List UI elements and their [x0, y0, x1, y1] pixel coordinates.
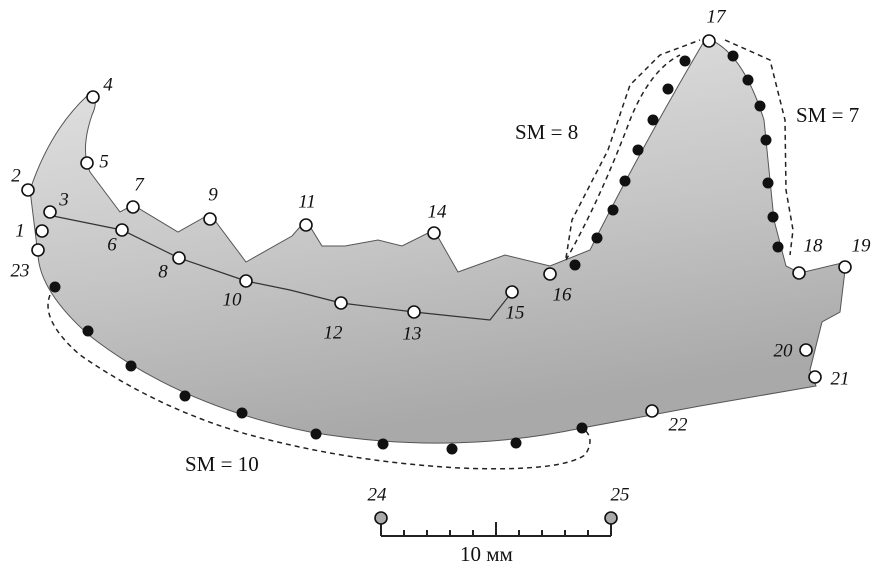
landmark	[703, 35, 715, 47]
sm-label: SM = 8	[515, 120, 578, 144]
semilandmark	[773, 242, 784, 253]
landmark-label: 25	[611, 484, 630, 505]
landmark	[800, 344, 812, 356]
scale-end-point	[605, 512, 617, 524]
landmark-label: 23	[11, 260, 30, 281]
scale-bar	[381, 522, 611, 536]
landmark-label: 10	[223, 289, 243, 310]
landmark	[335, 297, 347, 309]
landmark-label: 19	[852, 235, 872, 256]
semilandmark	[743, 75, 754, 86]
sm-label: SM = 7	[796, 103, 859, 127]
landmark-label: 4	[103, 74, 113, 95]
semilandmark	[378, 439, 389, 450]
semilandmark	[83, 326, 94, 337]
semilandmark	[608, 205, 619, 216]
landmark	[839, 261, 851, 273]
landmark-label: 24	[368, 484, 388, 505]
mandible	[30, 38, 846, 443]
semilandmark	[755, 101, 766, 112]
semilandmark	[237, 408, 248, 419]
landmark	[809, 371, 821, 383]
landmark	[646, 405, 658, 417]
semilandmark	[768, 212, 779, 223]
landmark	[506, 286, 518, 298]
semilandmark	[180, 391, 191, 402]
semilandmark	[126, 361, 137, 372]
landmark	[81, 157, 93, 169]
scale-end-point	[375, 512, 387, 524]
semilandmark	[633, 145, 644, 156]
landmark	[44, 206, 56, 218]
landmark-label: 15	[506, 302, 525, 323]
landmark-label: 18	[804, 235, 824, 256]
landmark-label: 5	[99, 151, 109, 172]
semilandmark	[648, 115, 659, 126]
semilandmark	[728, 51, 739, 62]
semilandmark	[592, 233, 603, 244]
semilandmark	[50, 282, 61, 293]
landmark	[32, 244, 44, 256]
semilandmark	[577, 423, 588, 434]
landmark	[36, 225, 48, 237]
landmark	[87, 91, 99, 103]
semilandmark	[447, 444, 458, 455]
mandible-figure: 10 мм SM = 8 SM = 7 SM = 10 123456789101…	[0, 0, 881, 572]
semilandmark	[763, 178, 774, 189]
landmark-label: 21	[831, 368, 850, 389]
landmark	[793, 267, 805, 279]
semilandmark	[311, 429, 322, 440]
landmark-label: 14	[428, 201, 448, 222]
landmark-label: 20	[774, 340, 794, 361]
landmark	[544, 268, 556, 280]
semilandmark	[620, 176, 631, 187]
landmark-label: 17	[707, 6, 728, 27]
landmark-label: 6	[107, 234, 117, 255]
landmark-label: 8	[158, 261, 168, 282]
semilandmark	[663, 84, 674, 95]
landmark-label: 1	[15, 220, 25, 241]
landmark-label: 3	[58, 189, 69, 210]
landmark	[240, 275, 252, 287]
landmark	[173, 252, 185, 264]
landmark-label: 12	[324, 322, 344, 343]
landmark	[408, 306, 420, 318]
landmark-label: 22	[669, 414, 689, 435]
landmark-label: 16	[553, 284, 573, 305]
semilandmark	[570, 260, 581, 271]
landmark	[127, 201, 139, 213]
sm-label: SM = 10	[185, 452, 259, 476]
semilandmark	[680, 56, 691, 67]
landmark-label: 9	[208, 184, 218, 205]
scale-label: 10 мм	[460, 542, 513, 566]
landmark-label: 13	[403, 323, 422, 344]
landmark-label: 7	[134, 174, 145, 195]
landmark-label: 2	[11, 165, 21, 186]
landmark	[204, 213, 216, 225]
landmark-label: 11	[298, 191, 316, 212]
landmark	[116, 224, 128, 236]
landmark	[428, 227, 440, 239]
semilandmark	[761, 135, 772, 146]
semilandmark	[511, 438, 522, 449]
landmark	[22, 184, 34, 196]
landmark	[300, 219, 312, 231]
